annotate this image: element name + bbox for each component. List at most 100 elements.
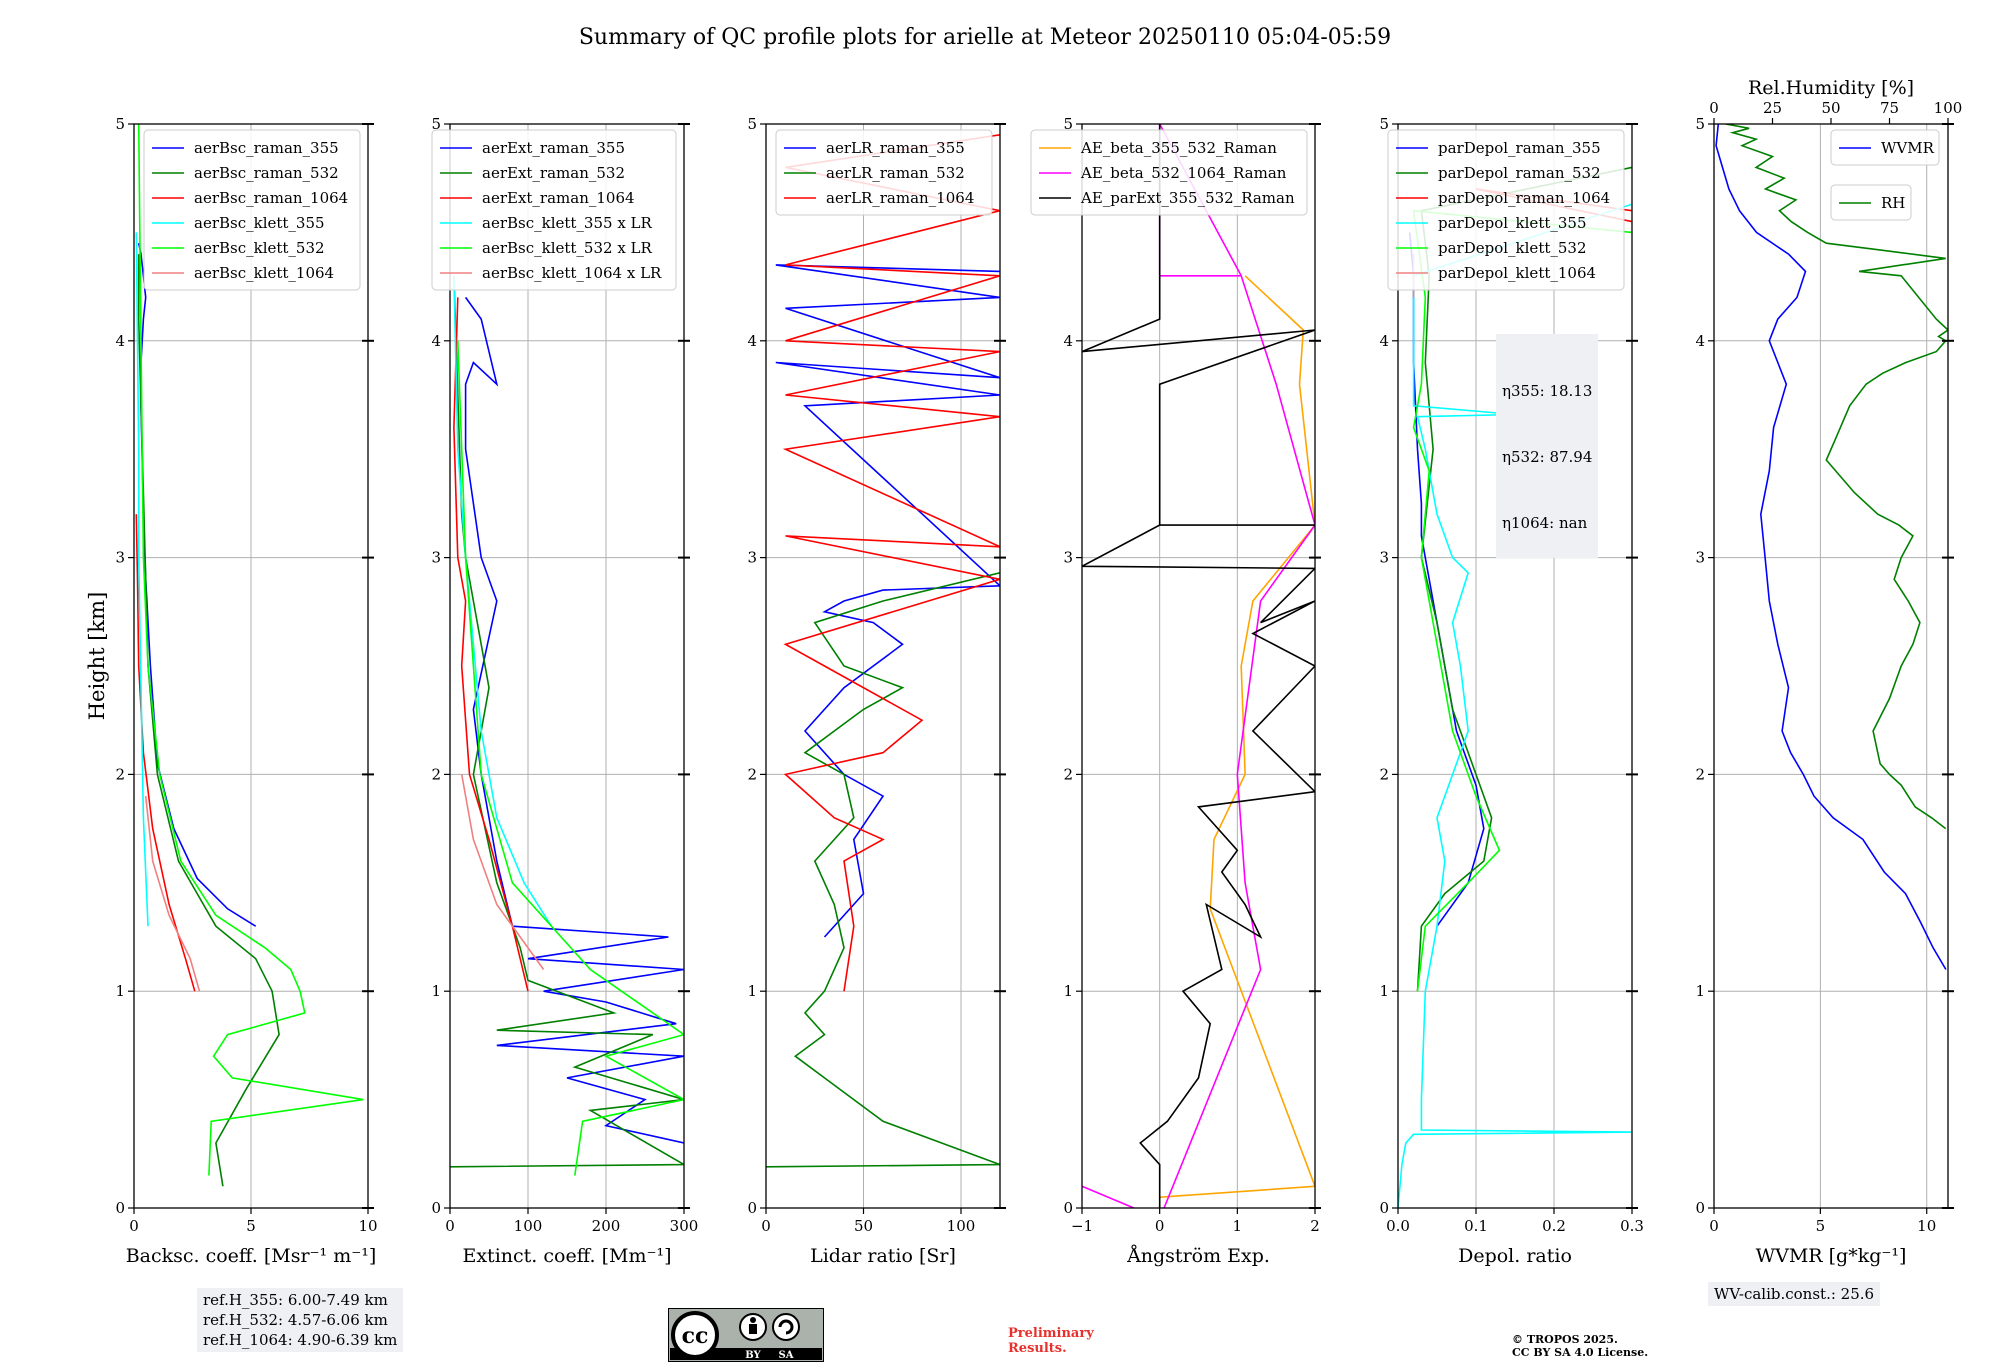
x-tick-label: 300 <box>670 1217 699 1235</box>
y-tick-label: 5 <box>115 115 125 133</box>
series-line-aerLR_raman_532 <box>766 572 1000 1168</box>
legend-entry: parDepol_klett_1064 <box>1438 264 1596 282</box>
top-x-tick-label: 0 <box>1709 99 1719 117</box>
legend: aerExt_raman_355 aerExt_raman_532 aerExt_r… <box>431 129 677 291</box>
eta-values-box: η355: 18.13 η532: 87.94 η1064: nan <box>1496 334 1599 558</box>
series-line-aerBsc_klett_355 <box>135 232 149 927</box>
legend: WVMR <box>1830 129 1940 166</box>
y-tick-label: 4 <box>1379 332 1389 350</box>
y-tick-label: 5 <box>431 115 441 133</box>
legend-entry: aerBsc_klett_532 <box>194 239 325 257</box>
y-tick-label: 2 <box>1695 765 1705 783</box>
legend-entry: aerBsc_raman_532 <box>194 164 339 182</box>
x-tick-label: 0 <box>445 1217 455 1235</box>
y-tick-label: 4 <box>747 332 757 350</box>
x-tick-label: 0 <box>129 1217 139 1235</box>
x-tick-label: 200 <box>592 1217 621 1235</box>
series-group <box>1398 166 1632 1208</box>
legend-entry: aerBsc_klett_355 x LR <box>482 214 653 232</box>
legend-entry: aerLR_raman_532 <box>826 164 965 182</box>
y-tick-label: 2 <box>431 765 441 783</box>
y-tick-label: 0 <box>747 1199 757 1217</box>
legend-entry: aerBsc_klett_532 x LR <box>482 239 653 257</box>
series-line-parDepol_raman_532 <box>1416 166 1632 992</box>
legend-entry: aerBsc_raman_355 <box>194 139 339 157</box>
x-tick-label: 50 <box>854 1217 873 1235</box>
x-tick-label: 5 <box>246 1217 256 1235</box>
x-tick-label: 0.2 <box>1542 1217 1566 1235</box>
axes-frame <box>449 123 685 1209</box>
wv-calibration-box: WV-calib.const.: 25.6 <box>1708 1282 1881 1306</box>
legend-entry: AE_beta_355_532_Raman <box>1080 139 1277 157</box>
legend-entry: parDepol_raman_532 <box>1438 164 1601 182</box>
series-line-aerExt_raman_355 <box>464 296 684 1144</box>
y-tick-label: 3 <box>1379 549 1389 567</box>
y-tick-label: 0 <box>115 1199 125 1217</box>
series-line-WVMR <box>1715 124 1947 970</box>
series-line-aerBsc_klett_532 x LR <box>457 340 684 1176</box>
legend-entry: AE_beta_532_1064_Raman <box>1080 164 1287 182</box>
x-tick-label: 0.0 <box>1386 1217 1410 1235</box>
x-axis-label: Depol. ratio <box>1458 1245 1572 1267</box>
series-line-parDepol_klett_355 <box>1398 203 1632 1208</box>
legend-entry: aerBsc_raman_1064 <box>194 189 348 207</box>
series-line-parDepol_raman_355 <box>1408 232 1485 927</box>
series-line-aerLR_raman_1064 <box>782 134 1000 992</box>
x-tick-label: 0 <box>1155 1217 1165 1235</box>
series-line-parDepol_klett_532 <box>1412 209 1632 992</box>
y-tick-label: 4 <box>1063 332 1073 350</box>
y-tick-label: 0 <box>431 1199 441 1217</box>
legend: AE_beta_355_532_Raman AE_beta_532_1064_Ra… <box>1030 129 1308 216</box>
legend-entry: aerBsc_klett_355 <box>194 214 325 232</box>
y-tick-label: 1 <box>1695 982 1705 1000</box>
series-group <box>766 134 1000 1168</box>
top-x-tick-label: 75 <box>1880 99 1899 117</box>
reference-heights-box: ref.H_355: 6.00-7.49 km ref.H_532: 4.57-… <box>197 1288 404 1352</box>
series-line-aerBsc_raman_355 <box>137 243 257 927</box>
cc-by-sa-license-badge: cc BY SA <box>668 1308 824 1362</box>
series-line-AE_beta_355_532_Raman <box>1159 275 1315 1198</box>
series-group <box>1082 124 1315 1208</box>
panel-5: 0 1 2 3 4 5 0.0 0.1 0.2 0.3 Depol. ratio parDepol_r… <box>1379 115 1643 1267</box>
legend-entry: aerBsc_klett_1064 x LR <box>482 264 662 282</box>
x-tick-label: 100 <box>514 1217 543 1235</box>
legend-entry: parDepol_raman_1064 <box>1438 189 1610 207</box>
copyright-notice: © TROPOS 2025. CC BY SA 4.0 License. <box>1512 1333 1649 1359</box>
series-line-aerBsc_klett_1064 <box>144 796 201 992</box>
legend-entry: aerLR_raman_1064 <box>826 189 974 207</box>
legend-entry: aerExt_raman_1064 <box>482 189 635 207</box>
legend-entry: aerLR_raman_355 <box>826 139 965 157</box>
y-tick-label: 0 <box>1063 1199 1073 1217</box>
series-line-aerBsc_klett_1064 x LR <box>460 774 545 970</box>
legend-entry: AE_parExt_355_532_Raman <box>1080 189 1295 207</box>
legend: aerBsc_raman_355 aerBsc_raman_532 aerBsc_r… <box>143 129 361 291</box>
legend: RH <box>1830 184 1912 221</box>
axes-frame <box>765 123 1001 1209</box>
axes-frame <box>1713 123 1949 1209</box>
y-tick-label: 5 <box>747 115 757 133</box>
x-tick-label: 100 <box>947 1217 976 1235</box>
x-tick-label: 1 <box>1233 1217 1243 1235</box>
y-tick-label: 4 <box>1695 332 1705 350</box>
preliminary-notice: Preliminary Results. <box>1008 1326 1094 1356</box>
y-tick-label: 3 <box>1063 549 1073 567</box>
legend-entry: parDepol_klett_532 <box>1438 239 1587 257</box>
eta-355: η355: 18.13 <box>1502 382 1593 400</box>
y-tick-label: 5 <box>1063 115 1073 133</box>
x-axis-label: Backsc. coeff. [Msr⁻¹ m⁻¹] <box>126 1245 377 1267</box>
legend: aerLR_raman_355 aerLR_raman_532 aerLR_rama… <box>775 129 993 216</box>
top-x-axis-label: Rel.Humidity [%] <box>1748 77 1914 99</box>
series-line-aerLR_raman_355 <box>775 264 1000 938</box>
y-tick-label: 2 <box>1063 765 1073 783</box>
axes-frame <box>1397 123 1633 1209</box>
legend-entry: parDepol_klett_355 <box>1438 214 1587 232</box>
legend: parDepol_raman_355 parDepol_raman_532 parD… <box>1387 129 1625 291</box>
panel-1: 0 1 2 3 4 5 0 5 10 Backsc. coeff. [Msr⁻¹ m⁻¹] aerB… <box>115 115 377 1267</box>
y-tick-label: 1 <box>1063 982 1073 1000</box>
series-line-aerBsc_raman_532 <box>137 254 280 1187</box>
figure-title: Summary of QC profile plots for arielle … <box>579 25 1391 50</box>
